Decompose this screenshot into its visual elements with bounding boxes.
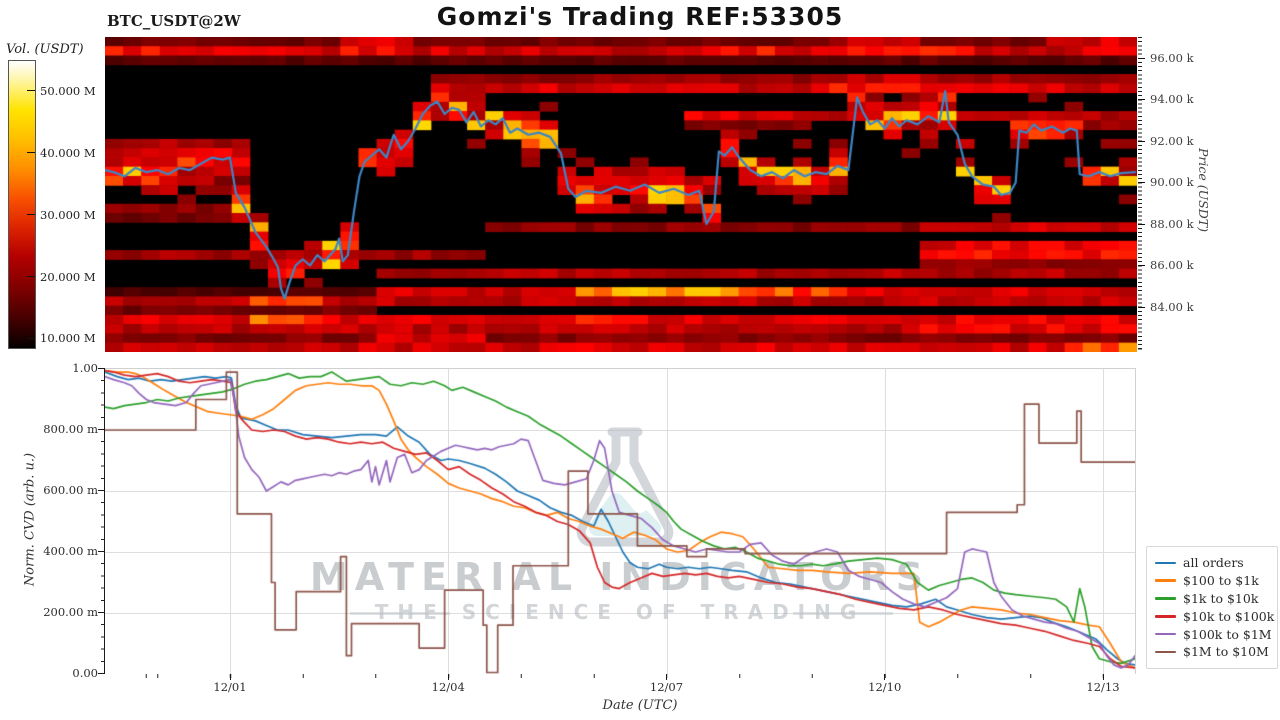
legend-swatch (1155, 614, 1176, 618)
cvd-y-tick-label: 400.00 m (43, 544, 98, 558)
legend-label: $1M to $10M (1183, 644, 1269, 660)
price-major-tick (1138, 140, 1145, 142)
price-tick-label: 84.00 k (1150, 299, 1194, 314)
cvd-plot-area: MATERIAL INDICATORS THE SCIENCE OF TRADI… (105, 368, 1136, 674)
legend-item: $1M to $10M (1155, 643, 1271, 661)
cvd-y-tick-label: 0.00 (72, 666, 98, 680)
legend-swatch (1155, 579, 1176, 582)
colorbar-title: Vol. (USDT) (6, 42, 84, 57)
colorbar-tick (27, 214, 35, 216)
price-axis-title: Price (USDT) (1196, 148, 1211, 232)
cvd-y-axis-title: Norm. CVD (arb. u.) (22, 452, 38, 587)
legend-swatch (1155, 561, 1176, 565)
cvd-y-major-tick (98, 367, 105, 369)
price-tick-label: 92.00 k (1150, 133, 1194, 148)
cvd-y-minor-ticks (101, 368, 105, 674)
legend-label: $10k to $100k (1183, 608, 1275, 624)
price-major-tick (1138, 265, 1145, 266)
price-tick-label: 96.00 k (1150, 50, 1194, 65)
cvd-y-major-tick (98, 489, 105, 491)
cvd-y-major-tick (98, 550, 105, 552)
legend-item: $100k to $1M (1155, 625, 1272, 643)
price-tick-label: 88.00 k (1150, 216, 1194, 231)
legend: all orders $100 to $1k $1k to $10k $10k to … (1146, 546, 1278, 669)
colorbar-tick-label: 50.000 M (40, 83, 96, 98)
cvd-y-tick-label: 200.00 m (43, 605, 98, 619)
cvd-x-tick-label: 12/01 (213, 680, 247, 694)
colorbar-tick (27, 152, 35, 154)
price-major-tick (1138, 57, 1145, 59)
colorbar-tick-label: 20.000 M (40, 269, 96, 284)
legend-item: all orders (1155, 554, 1271, 572)
price-major-tick (1138, 306, 1145, 308)
cvd-lines-canvas (105, 369, 1135, 674)
cvd-x-major-tick (1102, 674, 1104, 680)
volume-colorbar (8, 60, 36, 349)
legend-swatch (1155, 650, 1176, 654)
cvd-x-major-tick (447, 674, 449, 680)
legend-label: $100k to $1M (1183, 626, 1272, 642)
colorbar-tick-label: 40.000 M (40, 145, 96, 160)
cvd-y-tick-label: 1.00 (72, 361, 98, 375)
cvd-y-major-tick (98, 428, 105, 430)
cvd-x-major-tick (229, 674, 231, 680)
price-major-tick (1138, 223, 1145, 225)
cvd-x-minor-ticks (105, 674, 1135, 678)
cvd-y-major-tick (98, 672, 105, 674)
legend-item: $1k to $10k (1155, 590, 1271, 608)
cvd-x-major-tick (666, 674, 667, 680)
legend-label: $100 to $1k (1183, 573, 1259, 589)
price-major-tick (1138, 99, 1145, 100)
cvd-x-axis-title: Date (UTC) (602, 698, 678, 713)
colorbar-tick (27, 276, 35, 278)
price-tick-label: 90.00 k (1150, 175, 1194, 189)
price-major-tick (1138, 182, 1145, 183)
legend-item: $100 to $1k (1155, 572, 1271, 590)
cvd-y-tick-label: 600.00 m (43, 483, 98, 497)
legend-item: $10k to $100k (1155, 607, 1275, 625)
cvd-y-major-tick (98, 611, 105, 613)
colorbar-tick (27, 337, 35, 339)
legend-label: all orders (1183, 555, 1244, 571)
cvd-x-tick-label: 12/04 (431, 680, 465, 694)
page-title: Gomzi's Trading REF:53305 (436, 2, 844, 31)
legend-swatch (1155, 632, 1176, 636)
legend-swatch (1155, 597, 1176, 600)
symbol-timeframe-label: BTC_USDT@2W (107, 12, 241, 30)
price-tick-label: 86.00 k (1150, 258, 1194, 272)
colorbar-tick (27, 90, 35, 92)
colorbar-tick-label: 10.000 M (40, 331, 96, 346)
cvd-x-major-tick (884, 674, 886, 680)
price-axis-minor-ticks (1138, 37, 1142, 352)
cvd-x-tick-label: 12/07 (649, 680, 684, 694)
legend-label: $1k to $10k (1183, 590, 1259, 606)
cvd-x-tick-label: 12/10 (868, 680, 902, 694)
colorbar-tick-label: 30.000 M (40, 207, 96, 222)
cvd-y-tick-label: 800.00 m (43, 422, 98, 436)
cvd-x-tick-label: 12/13 (1086, 680, 1120, 694)
liquidity-heatmap-canvas (105, 37, 1137, 352)
price-tick-label: 94.00 k (1150, 92, 1194, 106)
